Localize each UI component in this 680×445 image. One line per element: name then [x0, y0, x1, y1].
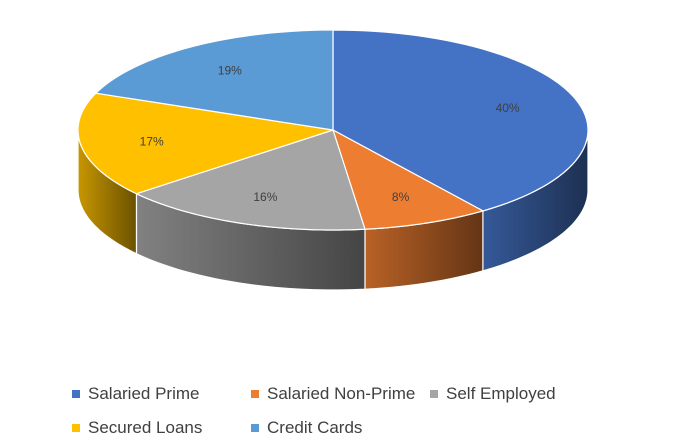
- legend-label: Secured Loans: [88, 418, 203, 437]
- data-label-salaried-prime: 40%: [496, 101, 520, 115]
- legend-swatch-secured-loans: [72, 424, 80, 432]
- data-label-self-employed: 16%: [253, 190, 277, 204]
- legend-item-salaried-prime: Salaried Prime: [72, 384, 200, 404]
- legend-swatch-salaried-prime: [72, 390, 80, 398]
- legend-item-salaried-non-prime: Salaried Non-Prime: [251, 384, 415, 404]
- pie-slice-salaried-non-prime: [332, 129, 484, 230]
- legend-label: Credit Cards: [267, 418, 363, 437]
- pie-slice-credit-cards: [95, 29, 334, 131]
- legend-item-self-employed: Self Employed: [430, 384, 556, 404]
- legend: Salaried Prime Salaried Non-Prime Self E…: [0, 378, 680, 442]
- legend-swatch-salaried-non-prime: [251, 390, 259, 398]
- legend-swatch-credit-cards: [251, 424, 259, 432]
- data-label-salaried-non-prime: 8%: [392, 190, 410, 204]
- pie-slice-self-employed: [135, 129, 366, 231]
- legend-item-secured-loans: Secured Loans: [72, 418, 202, 438]
- legend-label: Salaried Prime: [88, 384, 200, 403]
- pie-side-walls: [77, 129, 589, 291]
- pie-top: [77, 29, 589, 231]
- pie-slice-secured-loans: [77, 92, 334, 195]
- data-label-credit-cards: 19%: [218, 64, 242, 78]
- data-label-secured-loans: 17%: [140, 134, 164, 148]
- pie-slice-salaried-prime: [332, 29, 589, 212]
- data-labels: 40% 8% 16% 17% 19%: [140, 64, 520, 204]
- legend-item-credit-cards: Credit Cards: [251, 418, 362, 438]
- legend-label: Salaried Non-Prime: [267, 384, 416, 403]
- legend-label: Self Employed: [446, 384, 556, 403]
- legend-swatch-self-employed: [430, 390, 438, 398]
